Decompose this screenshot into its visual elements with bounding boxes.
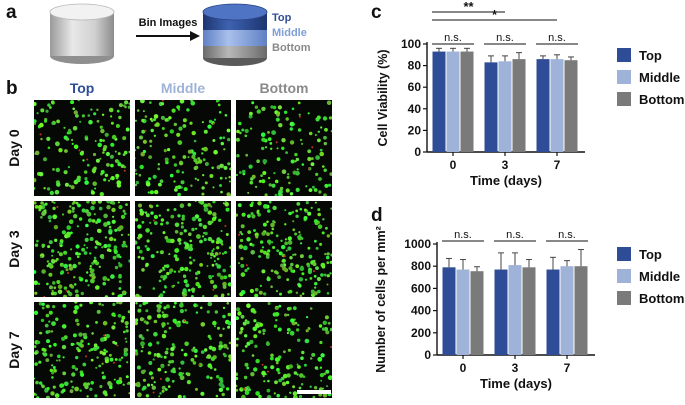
bin-images-label: Bin Images [139, 17, 198, 29]
scale-bar [297, 390, 331, 394]
x-tick-label: 7 [564, 361, 571, 375]
x-tick-label: 3 [502, 158, 509, 172]
micrograph-day0-middle [135, 100, 231, 196]
y-tick-label: 40 [408, 102, 422, 116]
bar-middle-day0 [446, 51, 460, 153]
bar-bottom-day7 [564, 60, 578, 153]
ns-label: n.s. [548, 32, 566, 44]
micrograph-day7-bottom [236, 302, 332, 398]
ns-label: n.s. [496, 32, 514, 44]
y-tick-label: 800 [411, 259, 431, 273]
micrograph-day0-top [34, 100, 130, 196]
bar-top-day0 [432, 51, 446, 153]
micrograph-day3-top [34, 201, 130, 297]
y-tick-label: 60 [408, 80, 422, 94]
panel-d-letter: d [371, 205, 383, 226]
bin-label-middle: Middle [272, 27, 307, 39]
y-axis-label: Cell Viability (%) [376, 49, 390, 146]
bar-bottom-day3 [512, 59, 526, 153]
row-header-day3: Day 3 [6, 230, 22, 268]
micrograph-day3-bottom [236, 201, 332, 297]
bar-bottom-day7 [574, 266, 588, 355]
bar-middle-day7 [560, 266, 574, 355]
panel-c-letter: c [371, 2, 382, 23]
legend-label-middle: Middle [639, 269, 680, 284]
column-header-top: Top [69, 80, 95, 96]
bar-top-day7 [536, 59, 550, 153]
bar-middle-day7 [550, 59, 564, 153]
bar-bottom-day0 [460, 51, 474, 153]
legend-label-bottom: Bottom [639, 291, 685, 306]
x-tick-label: 7 [554, 158, 561, 172]
significance-label: * [492, 7, 498, 22]
legend-swatch-bottom [617, 92, 631, 106]
x-axis-label: Time (days) [470, 173, 542, 188]
ns-label: n.s. [506, 229, 524, 241]
panel-b-letter: b [6, 78, 18, 99]
x-tick-label: 3 [512, 361, 519, 375]
y-tick-label: 0 [424, 348, 431, 362]
y-tick-label: 80 [408, 59, 422, 73]
bin-arrow-icon [136, 31, 200, 41]
y-tick-label: 200 [411, 326, 431, 340]
bar-top-day7 [546, 269, 560, 355]
micrograph-day0-bottom [236, 100, 332, 196]
legend-swatch-middle [617, 70, 631, 84]
bar-bottom-day0 [470, 271, 484, 355]
bar-middle-day3 [508, 265, 522, 355]
cell-density-chart: 0 200 400 600 800 1000 0 3 7 n.s. n.s. n.s. Time (da… [374, 226, 685, 391]
legend-swatch-middle [617, 269, 631, 283]
x-tick-label: 0 [460, 361, 467, 375]
bar-top-day3 [484, 62, 498, 152]
legend-label-top: Top [639, 48, 662, 63]
micrograph-day7-middle [135, 302, 231, 398]
binned-cylinder-icon [202, 3, 268, 66]
legend-label-middle: Middle [639, 70, 680, 85]
gray-cylinder-icon [49, 3, 115, 64]
ns-label: n.s. [454, 229, 472, 241]
column-header-middle: Middle [160, 80, 206, 96]
y-axis-label: Number of cells per mm² [374, 226, 388, 373]
micrograph-day3-middle [135, 201, 231, 297]
y-tick-label: 100 [401, 37, 421, 51]
y-tick-label: 0 [414, 145, 421, 159]
legend-label-top: Top [639, 247, 662, 262]
bar-middle-day3 [498, 61, 512, 152]
row-header-day0: Day 0 [6, 129, 22, 167]
significance-label: ** [463, 0, 474, 14]
legend-swatch-top [617, 247, 631, 261]
bar-top-day0 [442, 267, 456, 355]
bar-top-day3 [494, 269, 508, 355]
bin-label-bottom: Bottom [272, 42, 311, 54]
y-tick-label: 20 [408, 123, 422, 137]
legend-label-bottom: Bottom [639, 92, 685, 107]
x-tick-label: 0 [450, 158, 457, 172]
bin-label-top: Top [272, 12, 292, 24]
panel-a-schematic: Bin Images Top Middle Bottom [49, 3, 311, 66]
ns-label: n.s. [444, 32, 462, 44]
column-header-bottom: Bottom [259, 80, 309, 96]
bar-bottom-day3 [522, 267, 536, 355]
y-tick-label: 400 [411, 304, 431, 318]
row-header-day7: Day 7 [6, 331, 22, 369]
legend-swatch-bottom [617, 291, 631, 305]
legend-swatch-top [617, 48, 631, 62]
panel-a-letter: a [6, 2, 17, 23]
y-tick-label: 1000 [404, 237, 431, 251]
ns-label: n.s. [558, 229, 576, 241]
bar-middle-day0 [456, 269, 470, 355]
micrograph-day7-top [34, 302, 130, 398]
y-tick-label: 600 [411, 281, 431, 295]
x-axis-label: Time (days) [480, 376, 552, 391]
